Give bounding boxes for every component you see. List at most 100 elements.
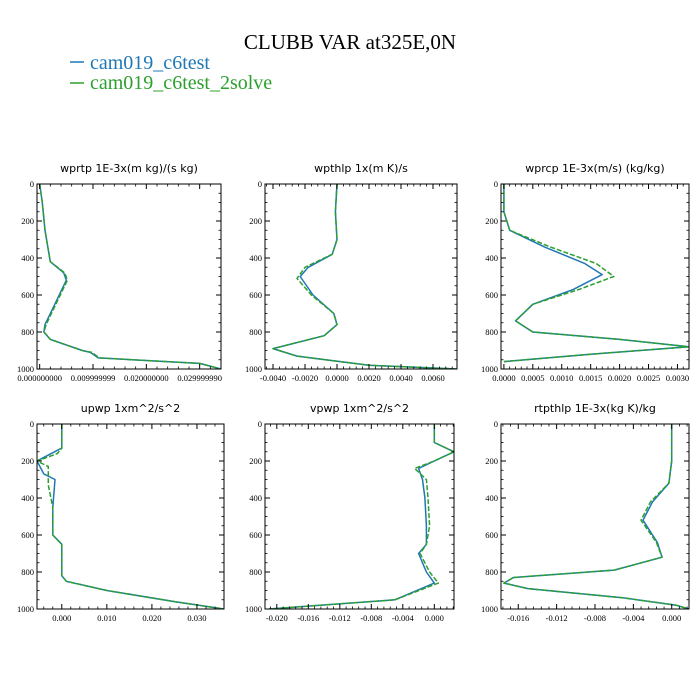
y-tick-label: 0: [258, 419, 262, 429]
x-tick-label: 0.0030: [666, 373, 689, 383]
y-tick-label: 600: [485, 530, 498, 540]
panel-title: wprcp 1E-3x(m/s) (kg/kg): [525, 162, 664, 175]
panel-grid: wprtp 1E-3x(m kg)/(s kg) 0 200 400 600 800 100…: [17, 162, 690, 623]
x-tick-label: -0.012: [329, 613, 351, 623]
x-tick-label: 0.0000: [325, 373, 348, 383]
y-tick-label: 400: [21, 493, 34, 503]
series-line-0: [37, 424, 224, 609]
series-line-1: [503, 424, 689, 609]
x-tick-label: 0.0010: [550, 373, 573, 383]
panel-title: upwp 1xm^2/s^2: [81, 402, 181, 415]
x-tick-label: 0.0060: [421, 373, 444, 383]
y-tick-label: 800: [21, 327, 34, 337]
x-tick-label: -0.016: [297, 613, 319, 623]
panel-2: wprcp 1E-3x(m/s) (kg/kg) 0 200 400 600 800 100…: [481, 162, 690, 383]
y-tick-label: 0: [494, 419, 498, 429]
x-tick-label: 0.0015: [579, 373, 602, 383]
x-tick-label: -0.020: [266, 613, 288, 623]
series-line-1: [37, 424, 224, 609]
y-tick-label: 1000: [481, 364, 498, 374]
legend-label-1: cam019_c6test_2solve: [90, 72, 272, 94]
panel-title: wpthlp 1x(m K)/s: [314, 162, 408, 175]
y-tick-label: 200: [485, 216, 498, 226]
x-tick-label: -0.004: [392, 613, 415, 623]
series-line-0: [38, 184, 221, 369]
y-tick-label: 600: [21, 530, 34, 540]
series-line-0: [503, 424, 689, 609]
y-tick-label: 200: [485, 456, 498, 466]
y-tick-label: 400: [249, 253, 262, 263]
y-tick-label: 0: [30, 179, 34, 189]
panel-4: vpwp 1xm^2/s^2 0 200 400 600 800 1000 -0.020 -0.…: [245, 402, 455, 623]
plot-frame: [36, 423, 225, 610]
series-line-0: [268, 424, 454, 609]
y-tick-label: 600: [249, 290, 262, 300]
y-tick-label: 0: [30, 419, 34, 429]
x-tick-label: -0.008: [584, 613, 606, 623]
y-tick-label: 800: [249, 567, 262, 577]
y-tick-label: 0: [494, 179, 498, 189]
y-tick-label: 1000: [245, 364, 262, 374]
x-tick-label: 0.0025: [637, 373, 660, 383]
y-tick-label: 200: [249, 456, 262, 466]
y-tick-label: 600: [485, 290, 498, 300]
x-tick-label: 0.020: [142, 613, 161, 623]
y-tick-label: 1000: [17, 364, 34, 374]
y-tick-label: 800: [485, 327, 498, 337]
series-line-0: [503, 184, 689, 363]
x-tick-label: -0.004: [622, 613, 645, 623]
panel-title: rtpthlp 1E-3x(kg K)/kg: [534, 402, 656, 415]
y-tick-label: 800: [485, 567, 498, 577]
panel-5: rtpthlp 1E-3x(kg K)/kg02004006008001000-…: [481, 402, 690, 623]
x-tick-label: 0.010: [97, 613, 116, 623]
y-tick-label: 1000: [245, 604, 262, 614]
x-tick-label: -0.0040: [260, 373, 286, 383]
y-tick-label: 1000: [481, 604, 498, 614]
y-tick-label: 1000: [17, 604, 34, 614]
x-tick-label: 0.0040: [389, 373, 412, 383]
x-tick-label: 0.000: [425, 613, 444, 623]
y-tick-label: 400: [485, 253, 498, 263]
y-tick-label: 600: [249, 530, 262, 540]
figure-title: CLUBB VAR at325E,0N: [244, 30, 456, 54]
x-tick-label: -0.008: [360, 613, 382, 623]
y-tick-label: 800: [249, 327, 262, 337]
panel-title: wprtp 1E-3x(m kg)/(s kg): [60, 162, 198, 175]
x-tick-label: -0.0020: [292, 373, 318, 383]
x-tick-label: 0.0020: [608, 373, 631, 383]
x-tick-label: 0.020000000: [124, 373, 169, 383]
y-tick-label: 400: [485, 493, 498, 503]
panel-title: vpwp 1xm^2/s^2: [310, 402, 409, 415]
x-tick-label: -0.012: [546, 613, 568, 623]
x-tick-label: 0.000: [52, 613, 71, 623]
x-tick-label: 0.030: [187, 613, 206, 623]
y-tick-label: 200: [21, 456, 34, 466]
plot-frame: [500, 423, 690, 610]
series-line-1: [272, 184, 457, 369]
series-line-1: [38, 184, 221, 369]
legend-label-0: cam019_c6test: [90, 52, 210, 74]
y-tick-label: 200: [249, 216, 262, 226]
x-tick-label: 0.0000: [492, 373, 515, 383]
y-tick-label: 800: [21, 567, 34, 577]
panel-0: wprtp 1E-3x(m kg)/(s kg) 0 200 400 600 800 100…: [17, 162, 222, 383]
series-line-1: [268, 424, 454, 609]
panel-1: wpthlp 1x(m K)/s 0 200 400 600 800 1000-0.0040…: [245, 162, 458, 383]
x-tick-label: 0.000: [662, 613, 681, 623]
x-tick-label: -0.016: [507, 613, 529, 623]
x-tick-label: 0.029999990: [177, 373, 222, 383]
x-tick-label: 0.009999999: [71, 373, 116, 383]
legend: cam019_c6test cam019_c6test_2solve: [70, 52, 272, 94]
x-tick-label: 0.0005: [521, 373, 544, 383]
plot-frame: [500, 183, 690, 370]
plot-frame: [264, 183, 458, 370]
y-tick-label: 400: [21, 253, 34, 263]
x-tick-label: 0.000000000: [17, 373, 62, 383]
y-tick-label: 0: [258, 179, 262, 189]
y-tick-label: 400: [249, 493, 262, 503]
x-tick-label: 0.0020: [357, 373, 380, 383]
y-tick-label: 200: [21, 216, 34, 226]
series-line-1: [503, 184, 689, 363]
panel-3: upwp 1xm^2/s^2 0 200 400 600 800 1000 0.000 0.01…: [17, 402, 225, 623]
y-tick-label: 600: [21, 290, 34, 300]
